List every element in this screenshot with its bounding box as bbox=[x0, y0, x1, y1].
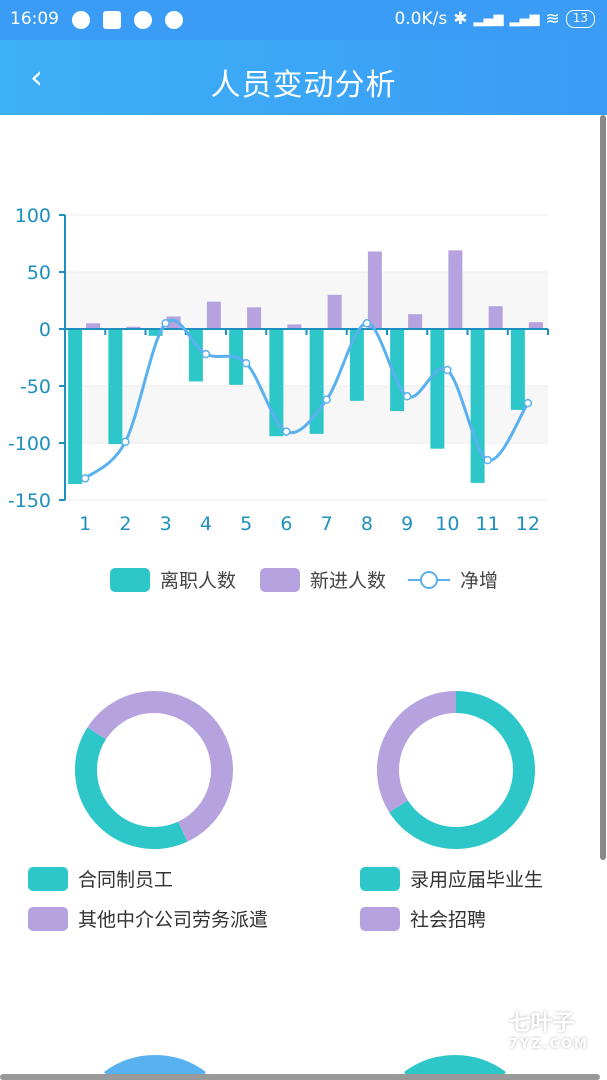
legend-label: 社会招聘 bbox=[410, 909, 487, 931]
bar-leave bbox=[430, 329, 445, 449]
pie-legend-item[interactable]: 合同制员工 bbox=[28, 865, 173, 892]
net-speed: 0.0K/s bbox=[394, 9, 448, 29]
legend-label: 合同制员工 bbox=[78, 869, 174, 891]
app-header: ‹ 人员变动分析 bbox=[0, 40, 607, 115]
bar-leave bbox=[470, 329, 485, 483]
bar-new bbox=[448, 250, 463, 329]
bar-new bbox=[126, 326, 141, 329]
legend-label: 录用应届毕业生 bbox=[410, 869, 544, 891]
battery-icon: 13 bbox=[565, 10, 595, 28]
legend-label: 其他中介公司劳务派遣 bbox=[78, 909, 269, 931]
pie-legend-item[interactable]: 其他中介公司劳务派遣 bbox=[28, 905, 268, 932]
legend-label: 离职人数 bbox=[160, 570, 237, 592]
bar-new bbox=[287, 324, 302, 329]
net-point bbox=[80, 474, 90, 483]
bar-new bbox=[488, 306, 503, 329]
bar-leave bbox=[108, 329, 123, 445]
x-tick-label: 11 bbox=[476, 513, 500, 535]
legend-label: 净增 bbox=[460, 570, 499, 592]
legend-swatch bbox=[260, 567, 300, 592]
net-point bbox=[362, 319, 372, 328]
x-tick-label: 4 bbox=[200, 513, 212, 535]
pie-slice bbox=[87, 691, 233, 842]
bar-leave bbox=[510, 329, 525, 410]
bar-new bbox=[86, 323, 101, 329]
net-point bbox=[121, 437, 130, 447]
partial-pie bbox=[404, 1055, 506, 1080]
grid-band bbox=[65, 272, 548, 329]
y-tick-label: -150 bbox=[8, 490, 51, 512]
line-swatch-icon bbox=[408, 570, 450, 589]
chevron-left-icon: ‹ bbox=[30, 58, 43, 96]
bar-new bbox=[206, 301, 221, 329]
x-tick-label: 8 bbox=[361, 513, 373, 535]
bluetooth-icon: ✱ bbox=[453, 9, 468, 29]
notification-icon bbox=[134, 11, 152, 29]
status-bar: 16:09 0.0K/s ✱ ▂▄▆ ▂▄▆ ≋ 13 bbox=[0, 0, 607, 40]
bar-leave bbox=[349, 329, 364, 401]
signal-icon: ▂▄▆ bbox=[509, 11, 540, 27]
horizontal-scrollbar[interactable] bbox=[0, 1074, 600, 1080]
pie-legend-item[interactable]: 录用应届毕业生 bbox=[360, 865, 543, 892]
bar-new bbox=[367, 251, 382, 329]
legend-item-leave[interactable]: 离职人数 bbox=[110, 566, 236, 593]
partial-pie bbox=[104, 1055, 206, 1080]
net-point bbox=[402, 392, 412, 401]
status-time: 16:09 bbox=[10, 9, 59, 29]
net-point bbox=[322, 395, 331, 404]
legend-label: 新进人数 bbox=[310, 570, 387, 592]
net-point bbox=[201, 349, 211, 359]
net-point bbox=[161, 319, 170, 328]
x-tick-label: 1 bbox=[79, 513, 91, 535]
vertical-scrollbar[interactable] bbox=[600, 115, 606, 860]
bar-new bbox=[528, 322, 543, 329]
x-tick-label: 6 bbox=[280, 513, 292, 535]
legend-item-new[interactable]: 新进人数 bbox=[260, 566, 386, 593]
pie-slice bbox=[377, 691, 457, 813]
net-point bbox=[282, 427, 291, 436]
net-point bbox=[483, 455, 492, 465]
net-point bbox=[241, 358, 251, 368]
watermark-logo: 七叶子 7YZ.COM bbox=[508, 1011, 589, 1052]
page-title: 人员变动分析 bbox=[210, 68, 397, 103]
y-tick-label: -50 bbox=[20, 376, 51, 398]
signal-icon: ▂▄▆ bbox=[473, 11, 504, 27]
x-tick-label: 7 bbox=[321, 513, 333, 535]
y-tick-label: 0 bbox=[39, 319, 51, 341]
net-point bbox=[443, 365, 452, 375]
x-tick-label: 3 bbox=[160, 513, 172, 535]
mi-store-icon bbox=[103, 11, 121, 29]
bar-new bbox=[247, 307, 262, 329]
pie-slice bbox=[389, 691, 535, 849]
y-tick-label: -100 bbox=[8, 433, 51, 455]
bar-new bbox=[408, 314, 423, 329]
bar-new bbox=[327, 294, 342, 329]
pie-slice bbox=[75, 727, 188, 849]
x-tick-label: 5 bbox=[240, 513, 252, 535]
pie-legend-item[interactable]: 社会招聘 bbox=[360, 905, 486, 932]
y-tick-label: 50 bbox=[27, 262, 51, 284]
legend-swatch bbox=[110, 567, 150, 592]
x-tick-label: 10 bbox=[435, 513, 459, 535]
legend-item-net[interactable]: 净增 bbox=[408, 566, 498, 593]
net-line bbox=[84, 318, 530, 480]
back-button[interactable]: ‹ bbox=[30, 58, 70, 98]
notification-icon bbox=[72, 11, 90, 29]
bar-leave bbox=[269, 329, 284, 437]
wifi-icon: ≋ bbox=[545, 9, 560, 29]
net-point bbox=[523, 398, 533, 408]
y-tick-label: 100 bbox=[15, 205, 51, 227]
x-tick-label: 2 bbox=[119, 513, 131, 535]
bar-leave bbox=[148, 329, 163, 336]
notification-icon bbox=[165, 11, 183, 29]
x-tick-label: 9 bbox=[401, 513, 413, 535]
x-tick-label: 12 bbox=[516, 513, 540, 535]
bar-leave bbox=[68, 329, 83, 485]
